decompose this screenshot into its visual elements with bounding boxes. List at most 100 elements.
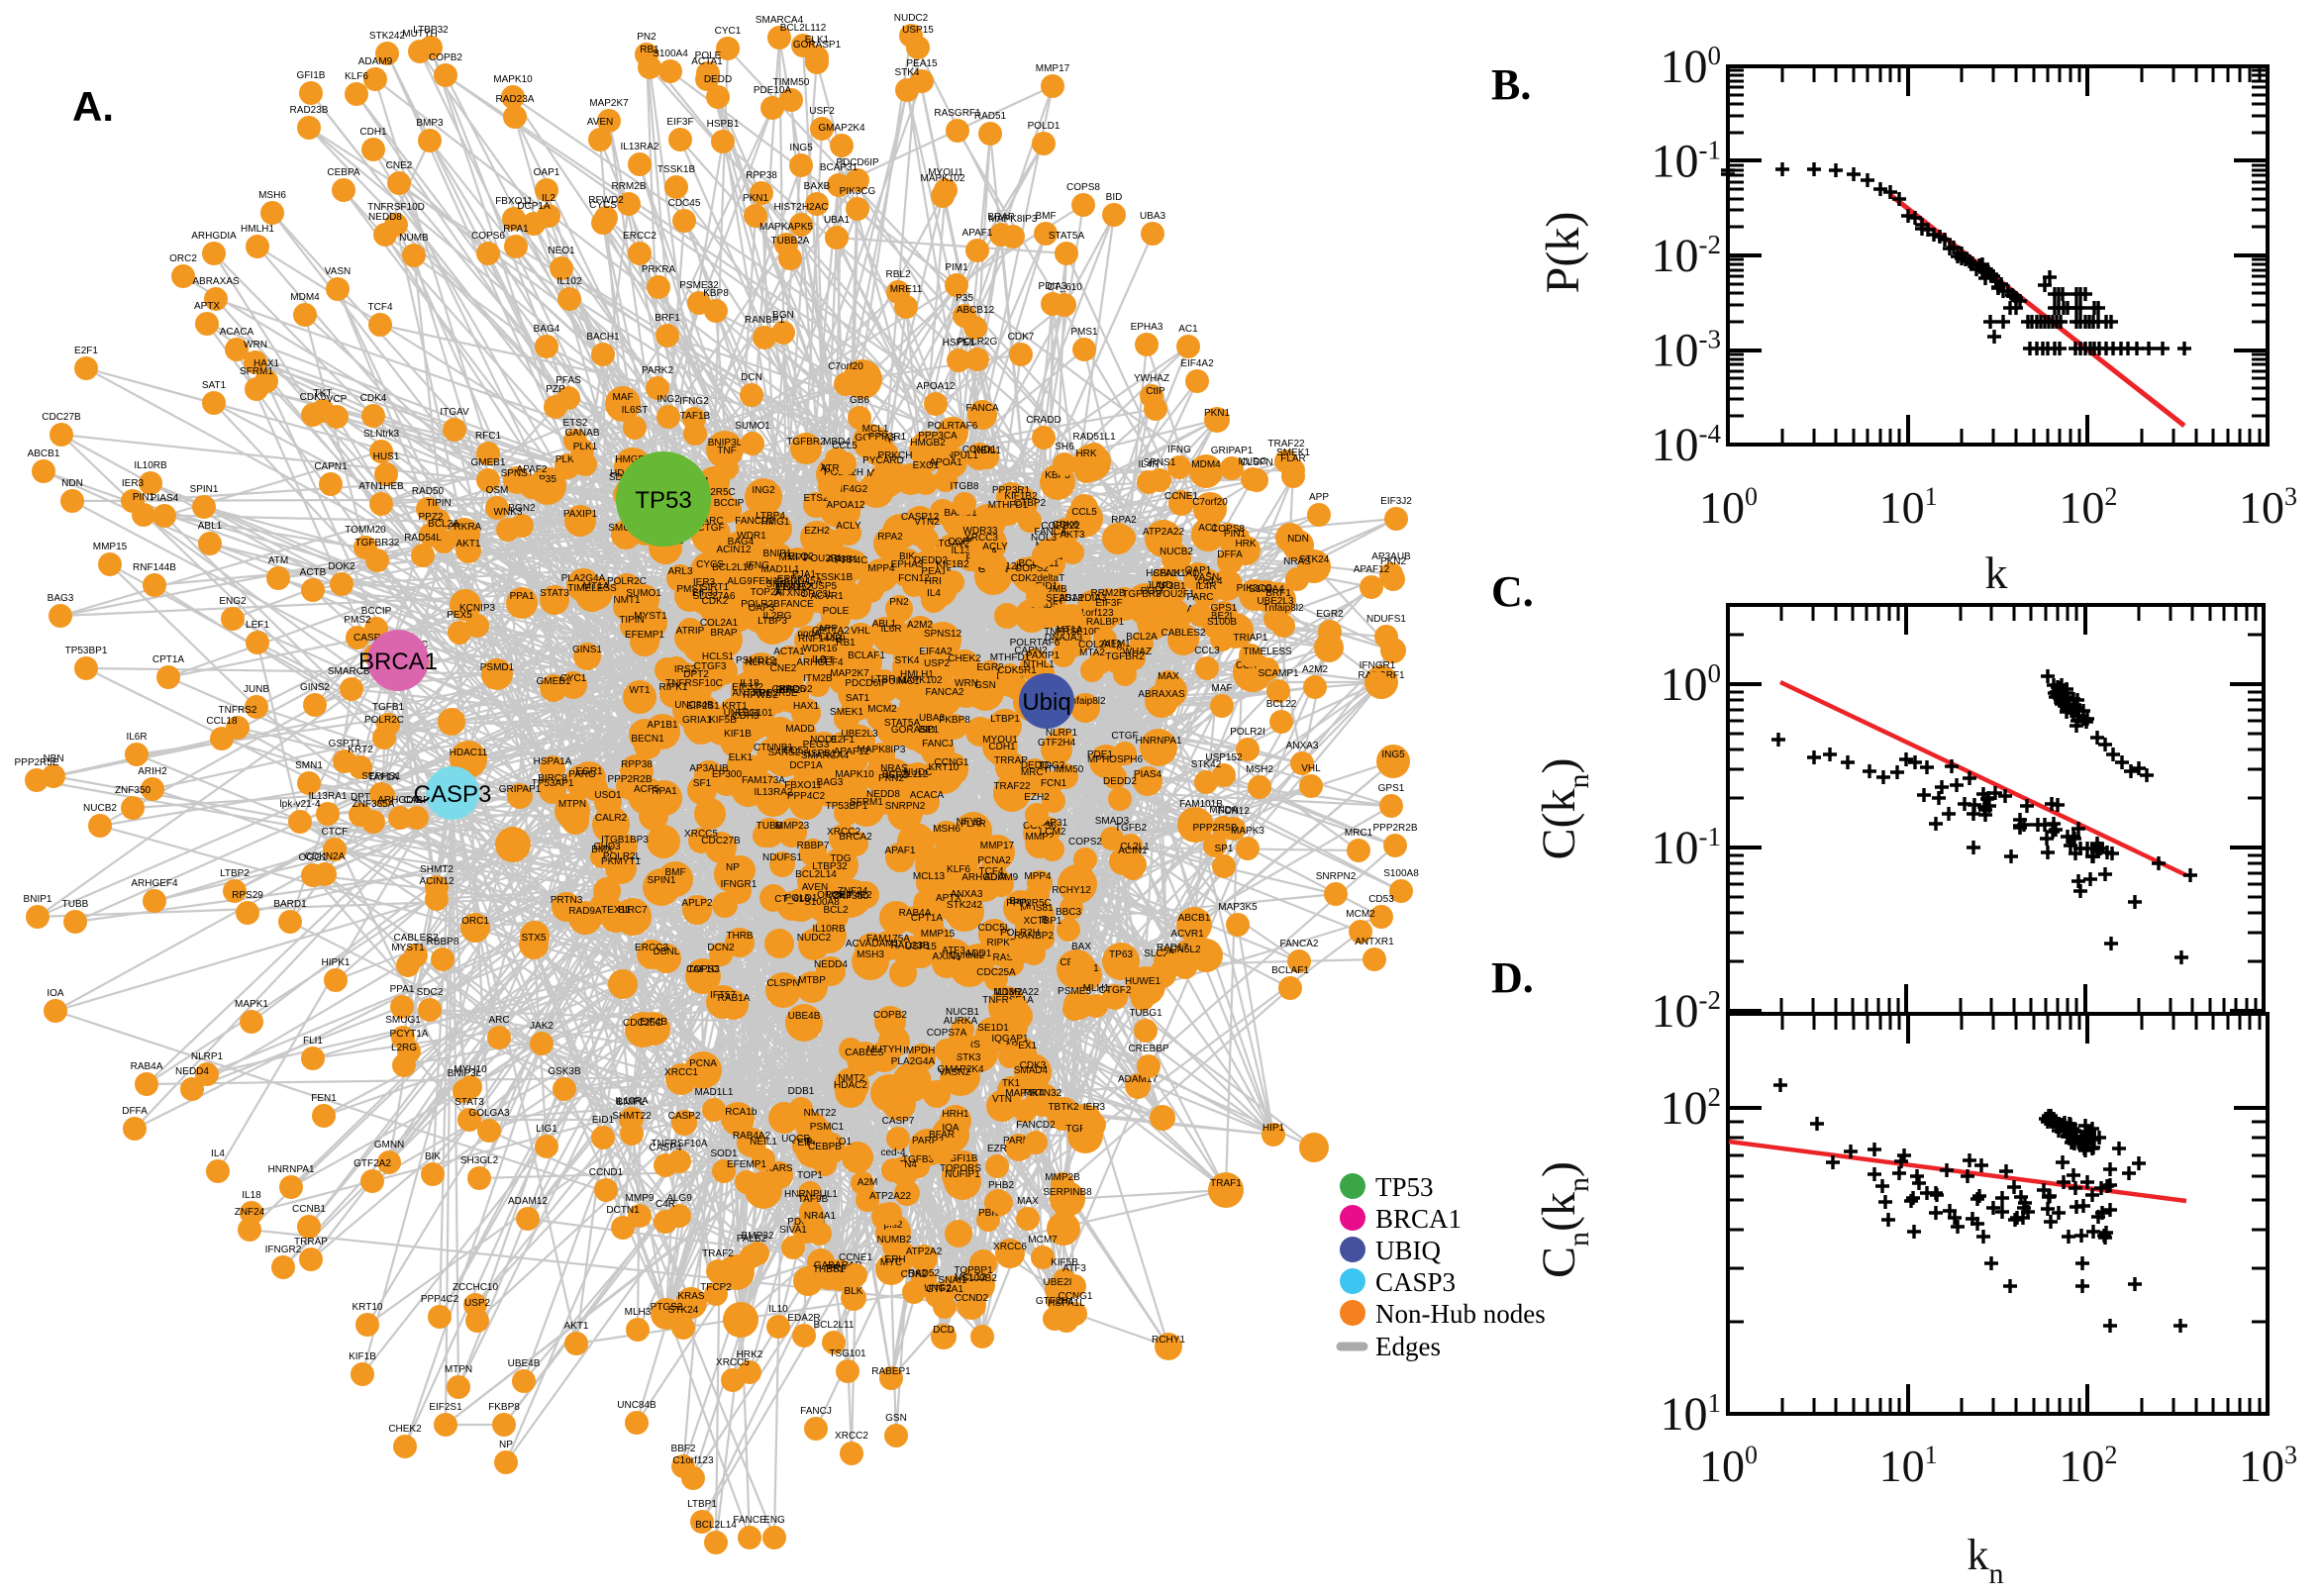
svg-text:MAPK8IP3: MAPK8IP3 bbox=[858, 745, 906, 755]
svg-text:FLAR: FLAR bbox=[960, 819, 986, 830]
svg-text:BGN: BGN bbox=[772, 310, 794, 321]
svg-text:SMN1: SMN1 bbox=[295, 760, 323, 771]
svg-text:NUMB2: NUMB2 bbox=[876, 1235, 911, 1246]
svg-text:MMP15: MMP15 bbox=[921, 929, 956, 940]
svg-text:ZNF24: ZNF24 bbox=[235, 1207, 265, 1218]
svg-text:Dynlrb2: Dynlrb2 bbox=[951, 950, 985, 961]
svg-text:RCHY1: RCHY1 bbox=[1152, 1335, 1185, 1346]
svg-text:RAD23B: RAD23B bbox=[891, 941, 930, 951]
svg-text:RPA2: RPA2 bbox=[1111, 515, 1137, 526]
svg-text:AP3B1: AP3B1 bbox=[827, 554, 858, 565]
svg-text:IL10RB: IL10RB bbox=[134, 460, 167, 471]
svg-text:TKT: TKT bbox=[314, 388, 333, 399]
svg-text:KIF1B: KIF1B bbox=[349, 1351, 376, 1362]
svg-text:RNF144B: RNF144B bbox=[798, 634, 842, 645]
svg-text:USP2: USP2 bbox=[924, 658, 951, 669]
svg-text:RAD23A: RAD23A bbox=[496, 94, 535, 105]
svg-text:POLR2C: POLR2C bbox=[607, 576, 647, 587]
svg-text:OAP1: OAP1 bbox=[534, 167, 560, 178]
svg-text:APOA1: APOA1 bbox=[929, 457, 962, 468]
svg-text:CASP12: CASP12 bbox=[901, 512, 940, 523]
svg-text:ced-4: ced-4 bbox=[880, 1147, 905, 1158]
svg-text:IFNG: IFNG bbox=[746, 560, 769, 571]
svg-text:TGFBR2: TGFBR2 bbox=[786, 437, 826, 448]
svg-text:TP53: TP53 bbox=[1375, 1172, 1434, 1202]
svg-text:TAF9B: TAF9B bbox=[798, 1194, 829, 1205]
svg-text:TP53BP1: TP53BP1 bbox=[65, 646, 108, 656]
svg-text:USO1: USO1 bbox=[594, 790, 622, 801]
svg-text:PPP3CA: PPP3CA bbox=[918, 431, 958, 442]
svg-text:BIRC8: BIRC8 bbox=[538, 773, 567, 784]
svg-text:PDCD6IP: PDCD6IP bbox=[836, 157, 879, 168]
svg-text:XRCC1: XRCC1 bbox=[664, 1067, 698, 1078]
svg-text:CtIP: CtIP bbox=[1146, 386, 1165, 397]
svg-text:FEN1: FEN1 bbox=[753, 576, 778, 587]
svg-text:PPP2R5E: PPP2R5E bbox=[753, 688, 797, 699]
svg-text:IL18: IL18 bbox=[242, 1190, 261, 1201]
svg-text:TRAF1: TRAF1 bbox=[1210, 1178, 1242, 1189]
svg-text:MMP2B: MMP2B bbox=[1045, 1172, 1080, 1183]
svg-text:AKT3: AKT3 bbox=[1060, 530, 1084, 541]
svg-text:TFCP2: TFCP2 bbox=[700, 1282, 732, 1293]
svg-text:PLA2G4A: PLA2G4A bbox=[561, 573, 606, 584]
svg-text:IER3: IER3 bbox=[122, 478, 145, 489]
svg-text:ACLY: ACLY bbox=[836, 521, 861, 532]
svg-text:SMAD3: SMAD3 bbox=[1095, 816, 1130, 827]
svg-text:ACTB: ACTB bbox=[300, 567, 327, 578]
svg-text:BCAP31: BCAP31 bbox=[1030, 818, 1068, 829]
svg-text:SMUG1: SMUG1 bbox=[385, 1015, 421, 1026]
svg-text:CDC25A: CDC25A bbox=[976, 967, 1016, 978]
svg-text:TP53: TP53 bbox=[635, 487, 691, 514]
svg-text:ABCB12: ABCB12 bbox=[957, 305, 995, 316]
svg-text:PSME32: PSME32 bbox=[679, 280, 719, 291]
svg-text:HCLS1: HCLS1 bbox=[702, 651, 735, 662]
svg-text:MSH2: MSH2 bbox=[1246, 764, 1273, 775]
svg-text:CCND1: CCND1 bbox=[962, 445, 997, 455]
svg-text:MAD1L1: MAD1L1 bbox=[761, 564, 800, 575]
svg-text:CRADD: CRADD bbox=[1026, 415, 1061, 426]
svg-text:MAP2K7: MAP2K7 bbox=[830, 668, 869, 679]
svg-text:Ubiq: Ubiq bbox=[1022, 689, 1070, 716]
svg-text:CTGF2: CTGF2 bbox=[1099, 985, 1132, 996]
svg-text:BBF2: BBF2 bbox=[670, 1444, 695, 1454]
svg-text:SAT1: SAT1 bbox=[846, 693, 870, 704]
svg-text:SUMO1: SUMO1 bbox=[626, 588, 661, 599]
svg-text:STX5: STX5 bbox=[521, 933, 546, 944]
svg-text:PARG: PARG bbox=[568, 769, 596, 780]
svg-text:IL13RA1: IL13RA1 bbox=[309, 791, 348, 802]
svg-text:LEF1: LEF1 bbox=[246, 620, 269, 631]
svg-text:CDH1: CDH1 bbox=[988, 742, 1016, 752]
svg-text:HIPK1: HIPK1 bbox=[322, 957, 351, 968]
svg-text:FKBP8: FKBP8 bbox=[939, 715, 970, 726]
svg-text:PCYT1A: PCYT1A bbox=[390, 1029, 429, 1040]
svg-text:BID: BID bbox=[919, 725, 936, 736]
svg-text:TUBG1: TUBG1 bbox=[1129, 1008, 1162, 1019]
svg-text:EZH2: EZH2 bbox=[804, 526, 830, 537]
svg-text:C(kn): C(kn) bbox=[1533, 758, 1595, 860]
svg-text:GB6: GB6 bbox=[850, 395, 869, 406]
svg-text:BCL2: BCL2 bbox=[823, 905, 848, 916]
svg-text:FCN12: FCN12 bbox=[898, 573, 930, 584]
svg-text:CN5L2: CN5L2 bbox=[1169, 945, 1201, 955]
svg-text:NLRC4: NLRC4 bbox=[746, 657, 778, 668]
svg-text:AKT1: AKT1 bbox=[563, 1321, 588, 1332]
svg-text:CAPN2: CAPN2 bbox=[1014, 646, 1048, 656]
svg-text:ING2: ING2 bbox=[752, 485, 775, 496]
svg-text:NOL3: NOL3 bbox=[1031, 533, 1058, 544]
svg-text:PIAS4: PIAS4 bbox=[151, 493, 179, 504]
svg-text:NTHL1: NTHL1 bbox=[1023, 659, 1055, 670]
svg-text:RAB4A2: RAB4A2 bbox=[733, 1131, 771, 1142]
svg-text:EIF4A2: EIF4A2 bbox=[919, 647, 953, 657]
svg-text:ITGB8: ITGB8 bbox=[951, 481, 979, 492]
svg-text:EIF2S1: EIF2S1 bbox=[686, 701, 720, 712]
svg-text:MAF: MAF bbox=[612, 392, 633, 403]
svg-text:APAF2: APAF2 bbox=[517, 464, 548, 475]
svg-text:FBXO11: FBXO11 bbox=[495, 196, 533, 207]
svg-text:PIM1: PIM1 bbox=[945, 262, 968, 273]
svg-text:IL6ST: IL6ST bbox=[622, 405, 649, 416]
svg-text:NP: NP bbox=[726, 862, 740, 873]
svg-text:ACTA1: ACTA1 bbox=[691, 56, 723, 67]
svg-text:CDK2: CDK2 bbox=[702, 596, 729, 607]
svg-text:BRAP: BRAP bbox=[987, 212, 1015, 223]
svg-text:COPB22: COPB22 bbox=[948, 537, 987, 548]
